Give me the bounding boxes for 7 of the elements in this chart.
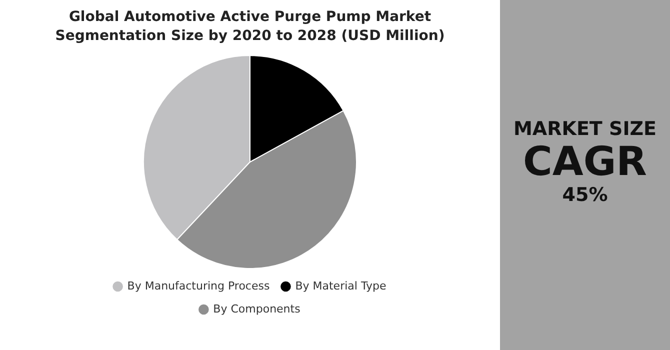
legend-label: By Manufacturing Process <box>127 279 270 292</box>
text: CAGR <box>522 139 648 185</box>
legend-label: By Material Type <box>295 279 386 292</box>
text: MARKET SIZE <box>512 118 658 140</box>
legend-label: By Components <box>213 302 301 316</box>
text: 45% <box>561 184 609 206</box>
chart-title: Global Automotive Active Purge Pump Market Segmentation Size by 2020 to 2028 (USD Million) <box>54 8 446 46</box>
